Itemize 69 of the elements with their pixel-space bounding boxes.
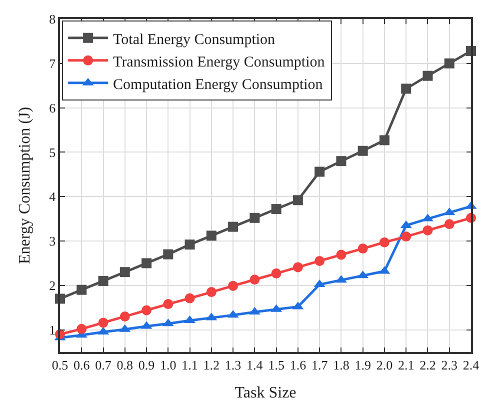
legend-label: Transmission Energy Consumption (113, 54, 326, 70)
y-tick-label: 1 (49, 322, 56, 338)
x-tick-label: 1.8 (333, 357, 350, 372)
x-tick-label: 2.2 (420, 357, 436, 372)
point (444, 219, 454, 230)
x-tick-label: 1.0 (160, 357, 176, 372)
x-tick-label: 0.8 (116, 357, 134, 372)
point (163, 299, 174, 310)
point (206, 287, 216, 298)
point (401, 84, 412, 94)
point (292, 262, 303, 272)
point (422, 70, 433, 81)
point (120, 267, 130, 278)
point (271, 204, 282, 214)
y-tick-label: 3 (49, 234, 56, 249)
x-tick-label: 2.0 (376, 357, 393, 372)
x-tick-label: 1.5 (268, 357, 284, 372)
point (142, 258, 152, 268)
point (206, 230, 216, 241)
point (401, 232, 412, 242)
point (98, 276, 108, 286)
point (228, 222, 238, 232)
x-tick-label: 1.4 (246, 357, 264, 372)
y-tick-label: 2 (49, 278, 56, 293)
legend-label: Computation Energy Consumption (113, 76, 324, 93)
point (184, 240, 195, 250)
y-tick-label: 4 (49, 189, 56, 204)
x-tick-label: 1.6 (290, 357, 307, 372)
point (314, 256, 325, 266)
point (76, 324, 87, 334)
x-tick-label: 2.1 (398, 357, 414, 372)
point (228, 280, 238, 291)
x-tick-label: 1.2 (203, 357, 220, 372)
x-axis-title: Task Size (234, 384, 296, 402)
point (336, 250, 346, 260)
point (250, 212, 260, 223)
point (98, 318, 108, 328)
point (444, 58, 454, 68)
point (76, 284, 87, 295)
x-tick-label: 0.6 (74, 357, 90, 372)
point (379, 135, 390, 146)
x-tick-label: 1.9 (354, 357, 371, 372)
point (120, 311, 130, 322)
point (184, 293, 195, 304)
point (379, 237, 390, 248)
y-tick-label: 8 (49, 12, 56, 27)
y-axis-title: Energy Consumption (J) (16, 106, 34, 264)
point (250, 274, 260, 285)
point (422, 225, 433, 236)
x-tick-label: 0.7 (95, 357, 112, 372)
point (336, 156, 346, 166)
x-tick-label: 0.5 (52, 357, 68, 372)
point (163, 249, 174, 260)
x-tick-label: 1.3 (224, 357, 242, 372)
x-tick-label: 2.4 (462, 357, 480, 372)
point (358, 244, 368, 254)
point (271, 268, 282, 278)
y-tick-label: 6 (49, 100, 56, 116)
y-tick-label: 7 (49, 56, 56, 71)
point (314, 166, 325, 177)
x-tick-label: 2.3 (441, 357, 458, 372)
x-tick-label: 1.7 (311, 357, 328, 372)
point (358, 146, 368, 156)
point (142, 305, 152, 316)
x-tick-label: 1.1 (182, 357, 198, 372)
x-tick-label: 0.9 (138, 357, 155, 372)
legend-label: Total Energy Consumption (113, 32, 276, 48)
y-tick-label: 5 (49, 144, 56, 160)
point (292, 195, 303, 206)
